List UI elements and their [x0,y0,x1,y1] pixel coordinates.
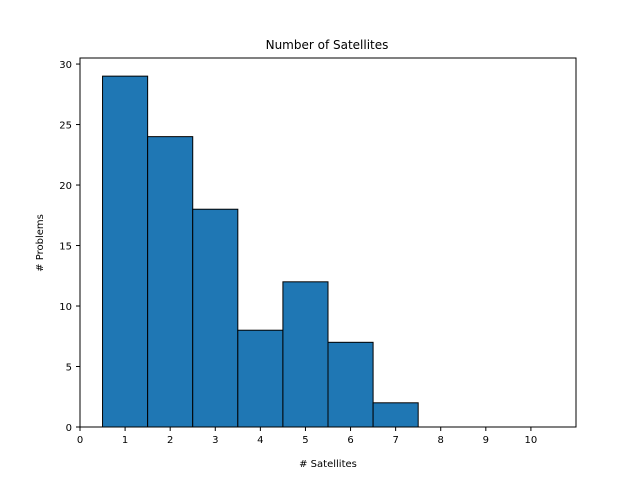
x-axis-label: # Satellites [299,459,357,470]
y-tick-label: 10 [59,302,72,313]
y-tick-label: 5 [66,363,72,374]
bar-3 [192,208,239,428]
bar-5 [282,281,329,428]
x-tick-label: 3 [212,435,218,446]
x-tick-label: 8 [438,435,444,446]
x-tick-label: 6 [347,435,353,446]
y-tick-label: 20 [59,181,72,192]
x-axis-ticks: 0 1 2 3 4 5 6 7 8 9 10 [77,427,537,446]
x-tick-label: 2 [167,435,173,446]
bar-7 [372,402,419,428]
y-tick-label: 25 [59,121,72,132]
bar-2 [147,136,194,428]
x-tick-label: 9 [483,435,489,446]
x-tick-label: 10 [525,435,538,446]
bar-4 [237,329,284,428]
bars-group [102,75,419,428]
x-tick-label: 4 [257,435,263,446]
y-tick-label: 15 [59,242,72,253]
y-axis-ticks: 0 5 10 15 20 25 30 [59,60,80,434]
x-tick-label: 7 [392,435,398,446]
bar-6 [327,341,374,428]
x-tick-label: 1 [122,435,128,446]
x-tick-label: 0 [77,435,83,446]
bar-1 [102,75,149,428]
chart-title: Number of Satellites [266,38,389,52]
plot-frame [79,57,577,428]
y-tick-label: 0 [66,423,72,434]
y-tick-label: 30 [59,60,72,71]
x-tick-label: 5 [302,435,308,446]
y-axis-label: # Problems [35,214,46,272]
